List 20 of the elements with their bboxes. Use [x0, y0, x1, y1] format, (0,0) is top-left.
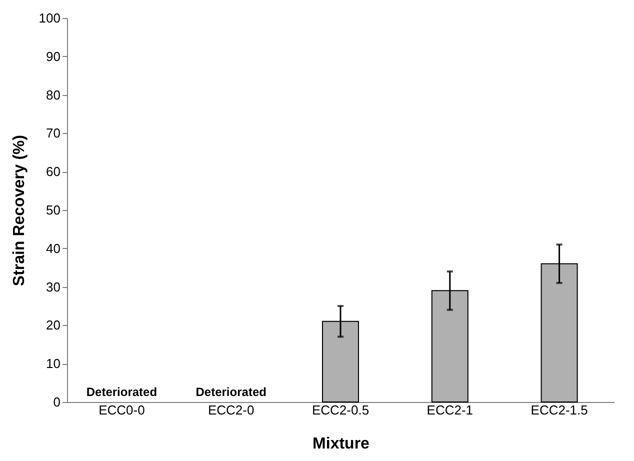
- y-tick-label: 60: [46, 164, 60, 180]
- x-tick-label: ECC0-0: [98, 402, 145, 418]
- x-tick-label: ECC2-1: [426, 402, 474, 418]
- y-tick-label: 0: [53, 394, 60, 410]
- annotation: Deteriorated: [86, 385, 158, 399]
- y-tick-label: 30: [46, 279, 60, 294]
- x-tick-label: ECC2-0.5: [312, 402, 370, 418]
- x-tick-label: ECC2-1.5: [530, 402, 588, 418]
- y-tick-label: 10: [46, 356, 60, 372]
- x-axis-title: Mixture: [312, 436, 370, 452]
- y-tick-label: 100: [38, 10, 60, 26]
- annotation: Deteriorated: [196, 385, 266, 399]
- y-tick-label: 70: [46, 126, 60, 141]
- y-tick-label: 50: [46, 202, 60, 218]
- y-axis-title: Strain Recovery (%): [10, 134, 28, 286]
- y-tick-label: 40: [46, 240, 60, 256]
- y-tick-label: 80: [46, 87, 60, 102]
- x-tick-label: ECC2-0: [208, 402, 254, 418]
- y-tick-label: 20: [46, 318, 60, 333]
- y-tick-label: 90: [46, 48, 60, 64]
